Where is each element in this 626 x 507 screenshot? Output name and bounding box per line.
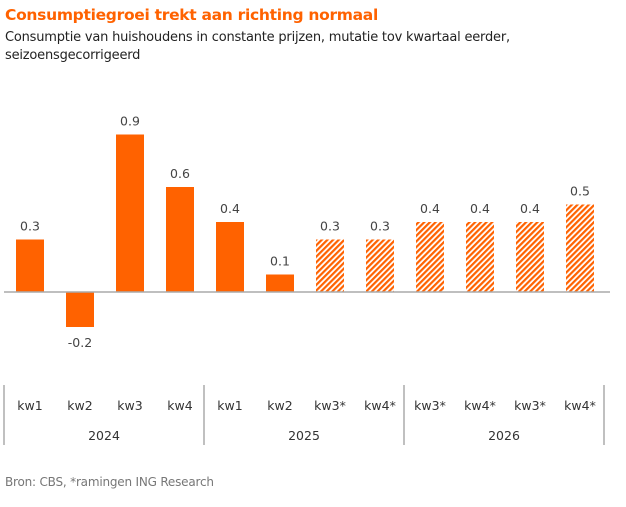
value-label: 0.3 (20, 219, 40, 234)
bar (16, 239, 44, 292)
value-label: 0.3 (320, 219, 340, 234)
value-label: 0.5 (570, 184, 590, 199)
chart-title: Consumptiegroei trekt aan richting norma… (5, 6, 378, 24)
year-group-label: 2025 (288, 428, 320, 443)
category-tick-label: kw4* (564, 398, 596, 413)
forecast-bar (366, 239, 394, 292)
chart-source: Bron: CBS, *ramingen ING Research (5, 475, 214, 489)
bars-group (16, 134, 594, 327)
value-label: 0.4 (220, 201, 240, 216)
value-label: 0.4 (520, 201, 540, 216)
category-tick-label: kw1 (217, 398, 242, 413)
value-label: 0.9 (120, 114, 140, 129)
bar (116, 134, 144, 292)
category-tick-label: kw2 (267, 398, 292, 413)
category-tick-label: kw3 (117, 398, 142, 413)
category-tick-label: kw1 (17, 398, 42, 413)
bar (66, 292, 94, 327)
category-tick-label: kw4* (364, 398, 396, 413)
category-tick-label: kw3* (414, 398, 446, 413)
forecast-bar (466, 222, 494, 292)
category-tick-label: kw3* (514, 398, 546, 413)
value-label: 0.3 (370, 219, 390, 234)
value-label: -0.2 (68, 335, 92, 350)
forecast-bar (416, 222, 444, 292)
category-tick-label: kw3* (314, 398, 346, 413)
forecast-bar (316, 239, 344, 292)
category-tick-label: kw4* (464, 398, 496, 413)
value-label: 0.6 (170, 166, 190, 181)
chart-subtitle: Consumptie van huishoudens in constante … (5, 30, 510, 63)
bar (166, 187, 194, 292)
value-label: 0.4 (420, 201, 440, 216)
category-tick-label: kw2 (67, 398, 92, 413)
bar (216, 222, 244, 292)
year-group-label: 2024 (88, 428, 120, 443)
category-tick-label: kw4 (167, 398, 192, 413)
bar (266, 274, 294, 292)
value-labels-group: 0.3 -0.2 0.9 0.6 0.4 0.1 0.3 0.3 0.4 0.4 0.4 0.5 (20, 114, 590, 351)
value-label: 0.4 (470, 201, 490, 216)
value-label: 0.1 (270, 254, 290, 269)
forecast-bar (516, 222, 544, 292)
forecast-bar (566, 204, 594, 292)
x-axis: kw1 kw2 kw3 kw4 kw1 kw2 kw3* kw4* kw3* kw4* kw3* kw… (3, 385, 605, 445)
year-group-label: 2026 (488, 428, 520, 443)
